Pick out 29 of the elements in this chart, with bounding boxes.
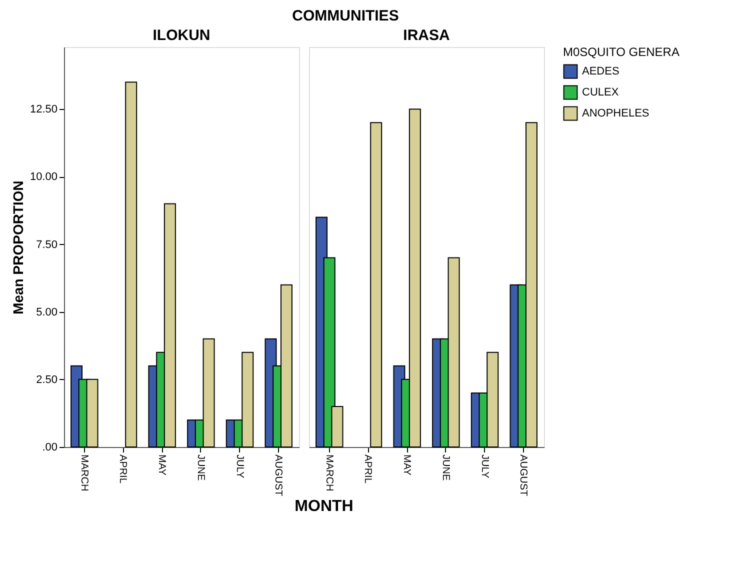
- text: COMMUNITIES: [292, 8, 399, 24]
- bar: [125, 82, 138, 448]
- x-tick-label: JUNE: [440, 454, 451, 481]
- chart-title: ILOKUN: [152, 27, 210, 44]
- y-tick-label: 7.50: [36, 238, 58, 251]
- y-tick-label: 5.00: [36, 306, 58, 318]
- x-tick-label: AUGUST: [518, 454, 529, 496]
- x-tick-label: MAY: [156, 454, 168, 476]
- y-tick-label: 10.00: [30, 171, 58, 184]
- x-tick-label: JULY: [234, 454, 245, 479]
- bar: [370, 122, 382, 448]
- y-tick-label: 2.50: [36, 374, 58, 386]
- x-axis-title: MONTH: [294, 498, 354, 515]
- chart-title: IRASA: [403, 27, 450, 44]
- legend-label: ANOPHELES: [582, 108, 650, 120]
- legend-label: AEDES: [582, 66, 620, 78]
- legend-label: CULEX: [582, 86, 620, 98]
- x-tick-label: MARCH: [323, 454, 334, 492]
- legend-title: M0SQUITO GENERA: [563, 45, 680, 59]
- x-tick-label: MARCH: [78, 454, 90, 492]
- x-tick-label: JULY: [478, 454, 490, 479]
- y-tick-label: 12.50: [30, 104, 58, 116]
- y-tick-label: .00: [42, 442, 58, 454]
- y-axis-title: Mean PROPORTION: [10, 180, 26, 314]
- x-tick-label: APRIL: [117, 454, 128, 484]
- x-tick-label: AUGUST: [272, 454, 284, 496]
- x-tick-label: APRIL: [362, 454, 374, 484]
- x-tick-label: JUNE: [194, 454, 206, 481]
- x-tick-label: MAY: [401, 454, 412, 476]
